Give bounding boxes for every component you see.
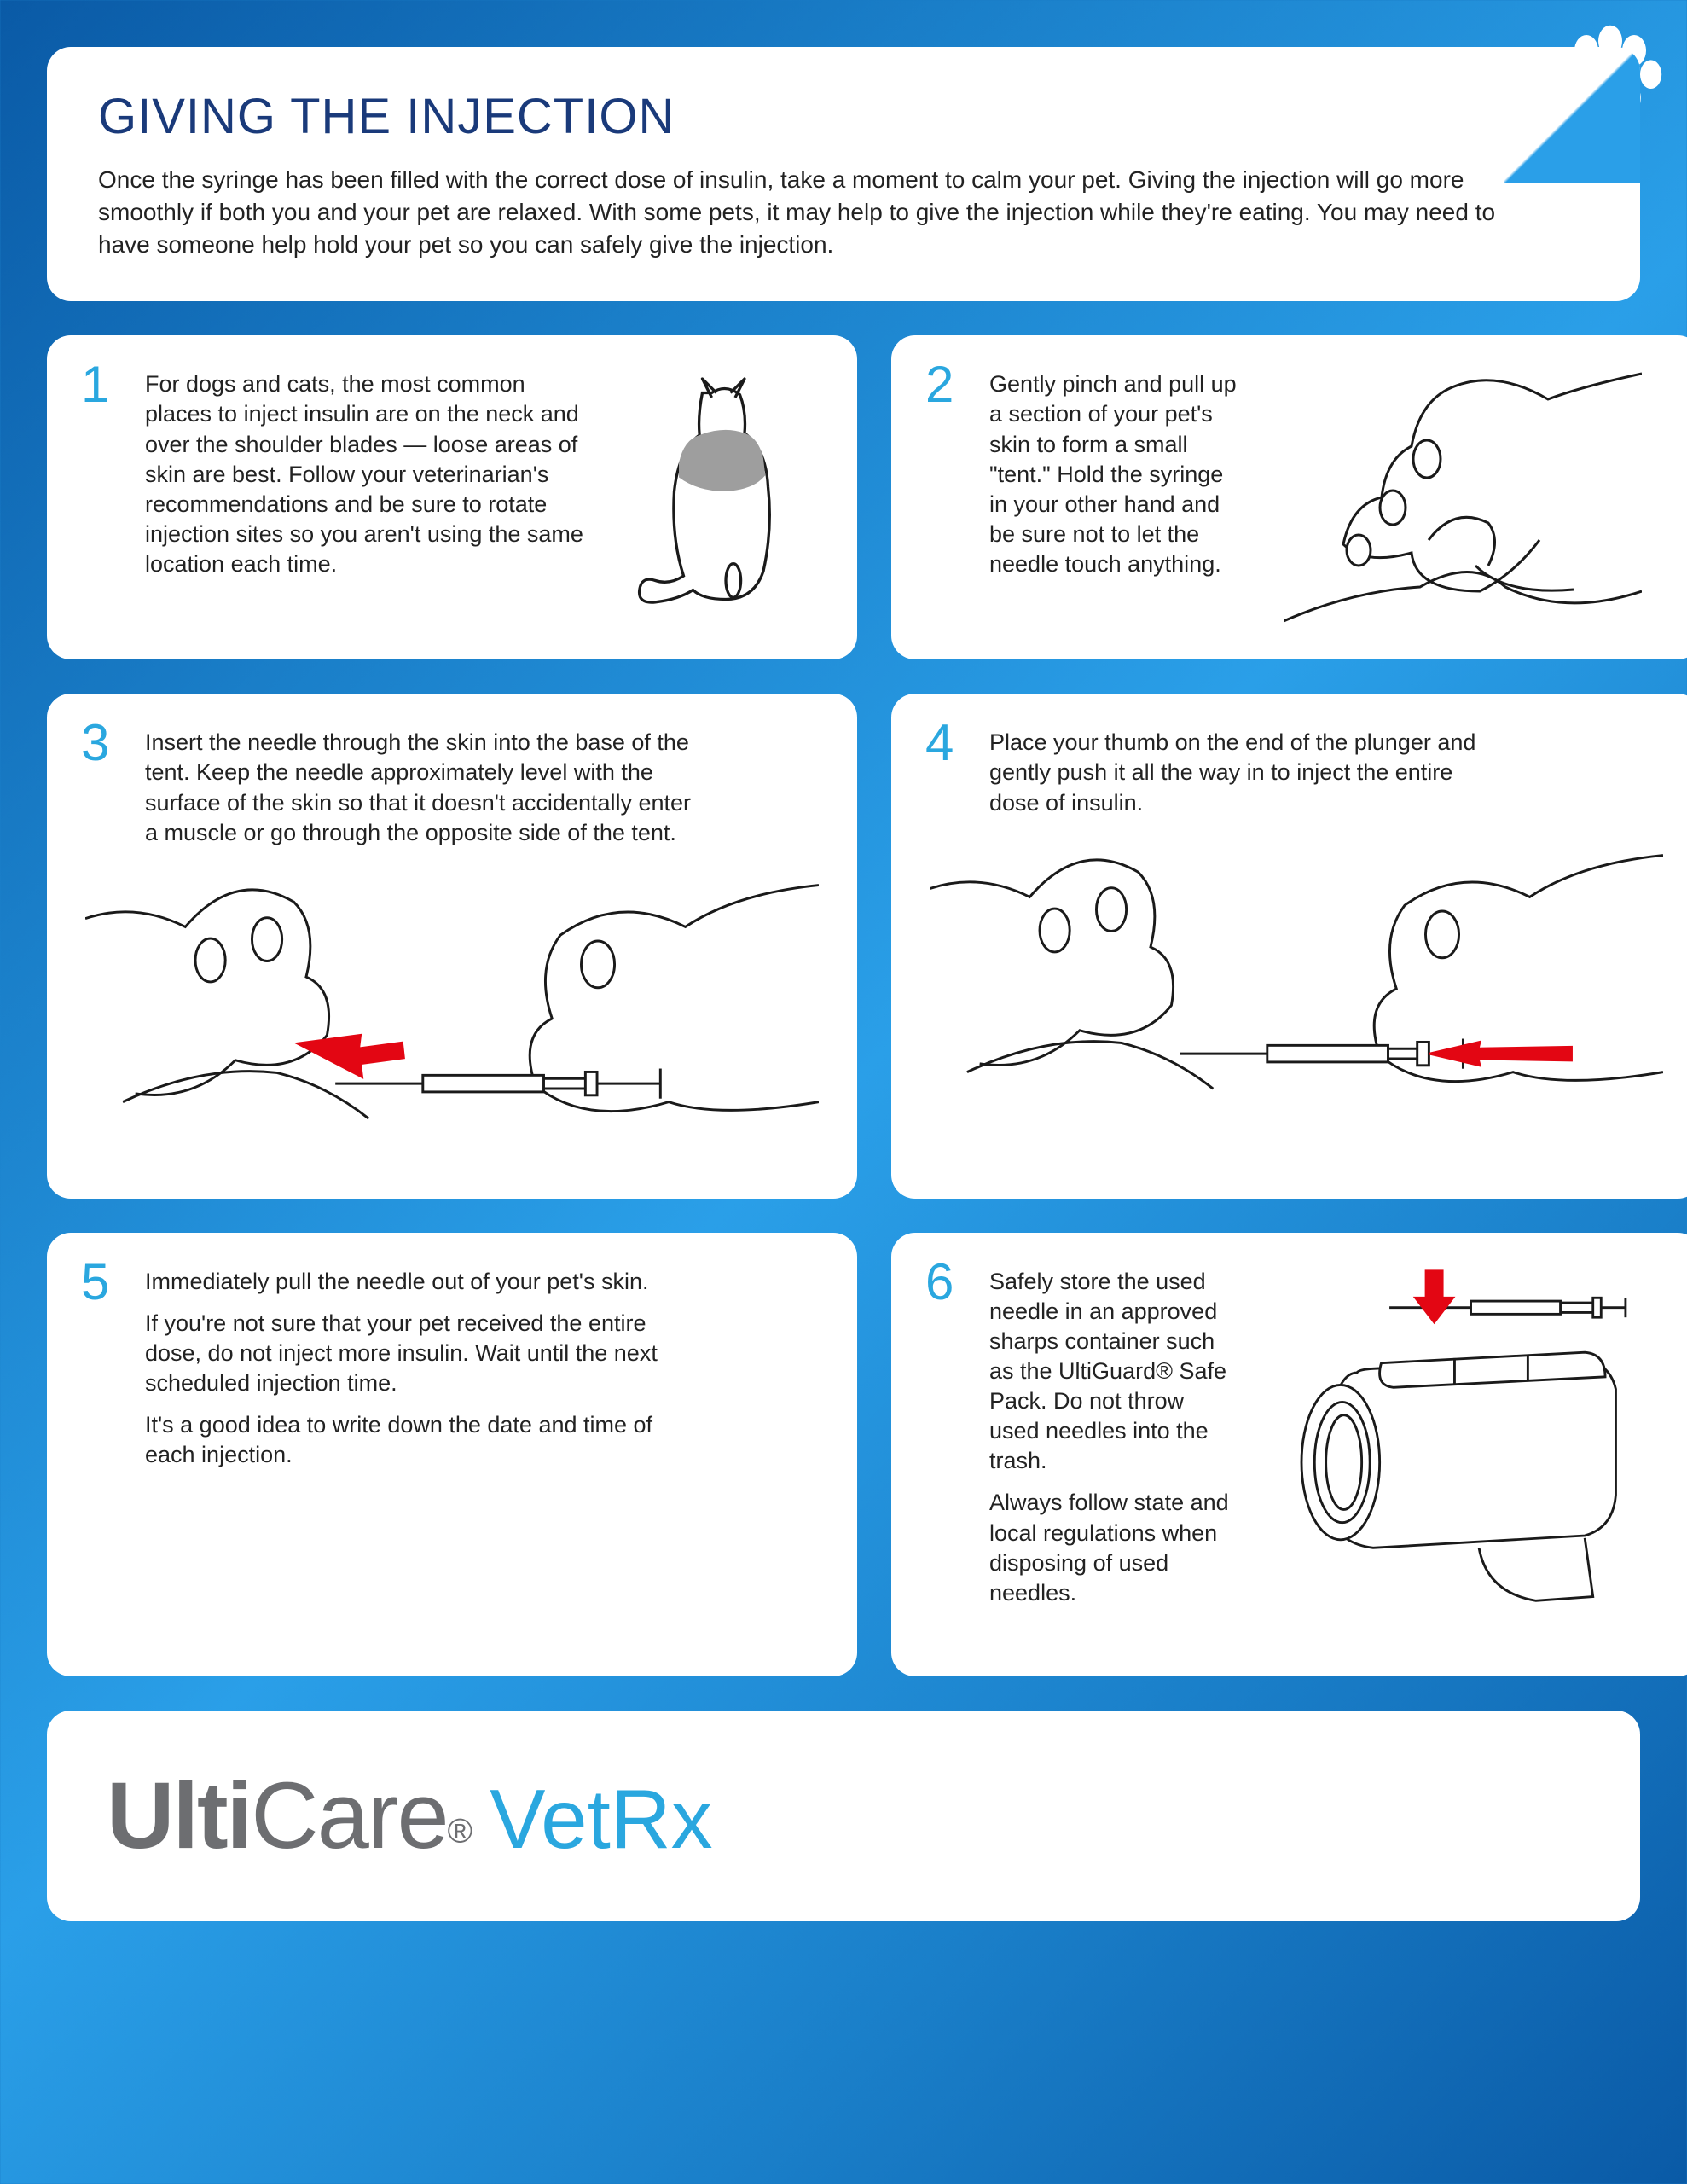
step-2-number: 2 (925, 359, 954, 410)
step-1: 1 For dogs and cats, the most common pla… (47, 335, 857, 659)
dispose-arrow (1416, 1271, 1453, 1322)
step-3-number: 3 (81, 717, 109, 769)
step-6-number: 6 (925, 1257, 954, 1308)
insert-needle-illustration (85, 868, 819, 1160)
step-4-number: 4 (925, 717, 954, 769)
page-title: GIVING THE INJECTION (98, 88, 1589, 145)
brand-logo: UltiCare® (107, 1762, 472, 1870)
step-6-p1: Safely store the used needle in an appro… (989, 1267, 1237, 1477)
step-6: 6 Safely store the used needle in an app… (891, 1233, 1687, 1676)
brand-registered: ® (448, 1812, 472, 1850)
brand-subline: VetRx (490, 1771, 712, 1867)
pinch-illustration (1284, 369, 1642, 625)
step-5: 5 Immediately pull the needle out of you… (47, 1233, 857, 1676)
sharps-container-illustration (1284, 1267, 1642, 1609)
step-1-number: 1 (81, 359, 109, 410)
header-panel: GIVING THE INJECTION Once the syringe ha… (47, 47, 1640, 301)
insertion-arrow (298, 1035, 403, 1077)
step-4: 4 Place your thumb on the end of the plu… (891, 694, 1687, 1198)
steps-grid: 1 For dogs and cats, the most common pla… (47, 335, 1640, 1676)
step-4-text: Place your thumb on the end of the plung… (989, 728, 1501, 817)
brand-bold: Ulti (107, 1763, 251, 1868)
plunger-arrow (1429, 1042, 1571, 1065)
push-plunger-illustration (930, 839, 1663, 1130)
step-3: 3 Insert the needle through the skin int… (47, 694, 857, 1198)
intro-body: Once the syringe has been filled with th… (98, 164, 1531, 260)
step-2-text: Gently pinch and pull up a section of yo… (989, 369, 1237, 579)
step-3-text: Insert the needle through the skin into … (145, 728, 691, 847)
cat-illustration (623, 369, 810, 613)
brand-light: Care (251, 1763, 447, 1868)
step-5-p3: It's a good idea to write down the date … (145, 1410, 691, 1470)
step-2: 2 Gently pinch and pull up a section of … (891, 335, 1687, 659)
brand-footer: UltiCare® VetRx (47, 1711, 1640, 1921)
step-5-number: 5 (81, 1257, 109, 1308)
step-1-text: For dogs and cats, the most common place… (145, 369, 588, 579)
step-5-p1: Immediately pull the needle out of your … (145, 1267, 691, 1297)
step-5-p2: If you're not sure that your pet receive… (145, 1309, 691, 1398)
step-6-p2: Always follow state and local regulation… (989, 1488, 1237, 1607)
